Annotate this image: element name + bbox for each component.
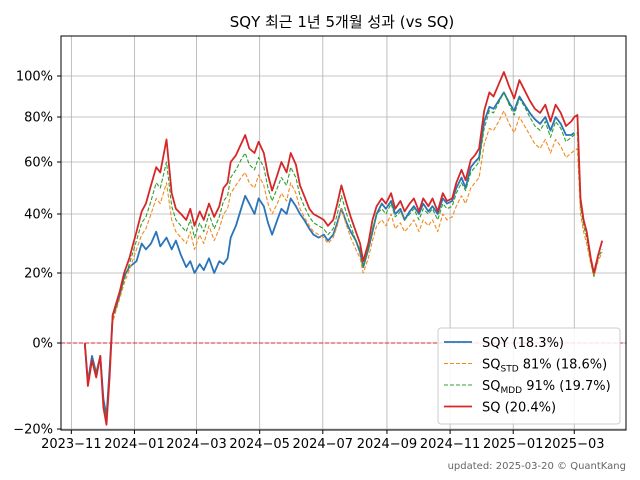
footer-credit: updated: 2025-03-20 © QuantKang (448, 461, 626, 472)
legend: SQY (18.3%)SQSTD 81% (18.6%)SQMDD 91% (1… (437, 327, 621, 425)
legend-text-part: SQ (482, 379, 500, 394)
x-tick-label: 2024−07 (293, 437, 354, 452)
legend-box (437, 327, 621, 425)
y-tick-label: 60% (24, 156, 53, 171)
y-tick-label: 100% (16, 70, 53, 85)
x-axis: 2023−11 2024−01 2024−03 2024−05 2024−07 2024−… (41, 430, 605, 452)
x-tick-label: 2024−11 (420, 437, 481, 452)
x-tick-label: 2025−03 (544, 437, 605, 452)
legend-text-part: 81% (18.6%) (519, 358, 608, 373)
legend-text-part: SQ (482, 358, 500, 373)
legend-entry: SQMDD 91% (19.7%) (482, 379, 611, 396)
y-tick-label: 0% (32, 337, 53, 352)
legend-entry: SQ (20.4%) (482, 401, 556, 416)
legend-subscript: STD (500, 365, 518, 375)
series-line-0 (83, 91, 575, 418)
plot-border (60, 35, 627, 431)
legend-text-part: SQY (18.3%) (482, 336, 564, 351)
legend-entry: SQY (18.3%) (482, 336, 564, 351)
series-line-3 (83, 71, 604, 426)
legend-subscript: MDD (500, 386, 522, 396)
y-axis: −20% 0% 20% 40% 60% 80% 100% (13, 70, 61, 438)
x-tick-label: 2023−11 (41, 437, 102, 452)
x-tick-label: 2024−01 (104, 437, 165, 452)
legend-entry: SQSTD 81% (18.6%) (482, 358, 607, 375)
y-tick-label: 40% (24, 208, 53, 223)
chart-title: SQY 최근 1년 5개월 성과 (vs SQ) (230, 13, 455, 31)
x-tick-label: 2024−03 (166, 437, 227, 452)
series-line-1 (84, 110, 603, 421)
x-tick-label: 2025−01 (483, 437, 544, 452)
legend-text-part: 91% (19.7%) (522, 379, 611, 394)
x-tick-label: 2024−05 (229, 437, 290, 452)
series-line-2 (84, 91, 603, 421)
legend-text-part: SQ (20.4%) (482, 401, 556, 416)
y-tick-label: 80% (24, 111, 53, 126)
series-lines (83, 71, 604, 426)
y-tick-label: −20% (13, 423, 53, 438)
x-tick-label: 2024−09 (357, 437, 418, 452)
y-tick-label: 20% (24, 267, 53, 282)
